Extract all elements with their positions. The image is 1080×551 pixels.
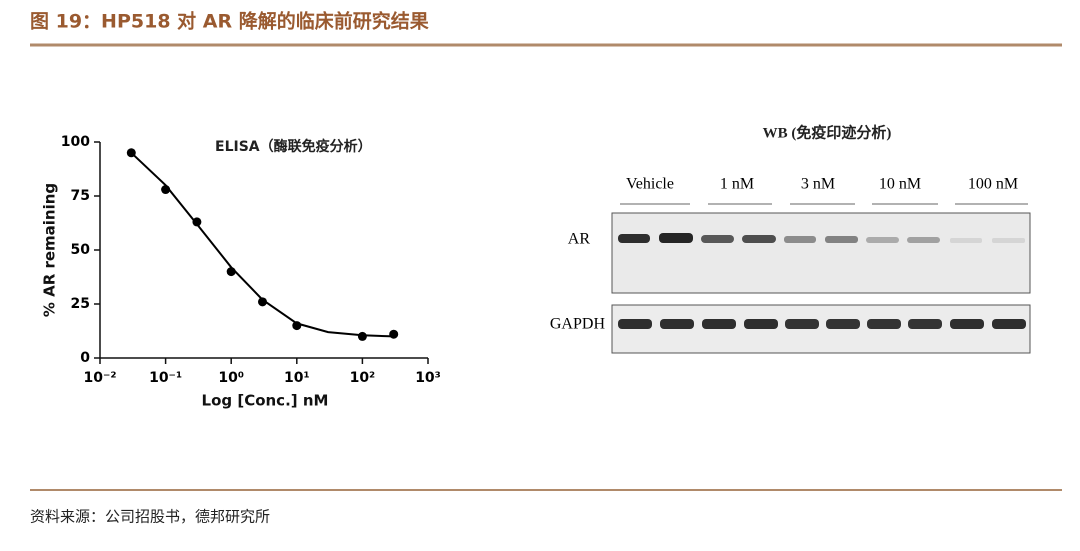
x-tick-label: 10⁻¹ <box>149 370 182 386</box>
elisa-chart: ELISA（酶联免疫分析） Log [Conc.] nM % AR remain… <box>41 134 441 410</box>
chart-title: ELISA（酶联免疫分析） <box>215 138 372 155</box>
data-point <box>226 267 236 277</box>
y-tick-label: 100 <box>61 134 90 150</box>
y-tick-label: 25 <box>71 296 90 312</box>
y-tick-label: 75 <box>71 188 90 204</box>
data-point <box>126 148 136 158</box>
ar-bands <box>618 233 1025 243</box>
lane-label: 1 nM <box>720 176 754 193</box>
x-tick-label: 10⁻² <box>83 370 116 386</box>
data-point <box>192 217 202 227</box>
source: 资料来源：公司招股书，德邦研究所 <box>30 508 270 526</box>
figure-title: 图 19：HP518 对 AR 降解的临床前研究结果 <box>30 10 429 33</box>
row-label: GAPDH <box>550 316 606 333</box>
y-tick-label: 50 <box>71 242 91 258</box>
row-label: AR <box>568 231 591 248</box>
fit-curve <box>130 152 394 338</box>
x-axis-label: Log [Conc.] nM <box>202 392 329 410</box>
western-blot: WB (免疫印迹分析) Vehicle 1 nM 3 nM 10 nM 100 … <box>550 123 1031 354</box>
lane-label: Vehicle <box>626 176 674 193</box>
lane-label: 100 nM <box>968 176 1018 193</box>
x-tick-label: 10³ <box>415 370 441 386</box>
lane-label: 3 nM <box>801 176 835 193</box>
y-axis-label: % AR remaining <box>41 183 59 317</box>
data-point <box>389 329 399 339</box>
x-tick-label: 10¹ <box>284 370 310 386</box>
gapdh-bands <box>618 319 1026 329</box>
data-point <box>292 321 302 331</box>
x-tick-label: 10⁰ <box>218 370 244 386</box>
y-tick-label: 0 <box>80 350 90 366</box>
data-point <box>257 297 267 307</box>
lane-label: 10 nM <box>879 176 921 193</box>
data-point <box>357 331 367 341</box>
data-point <box>161 185 171 195</box>
x-tick-label: 10² <box>350 370 376 386</box>
blot-ar <box>611 212 1031 294</box>
wb-title: WB (免疫印迹分析) <box>763 123 892 141</box>
